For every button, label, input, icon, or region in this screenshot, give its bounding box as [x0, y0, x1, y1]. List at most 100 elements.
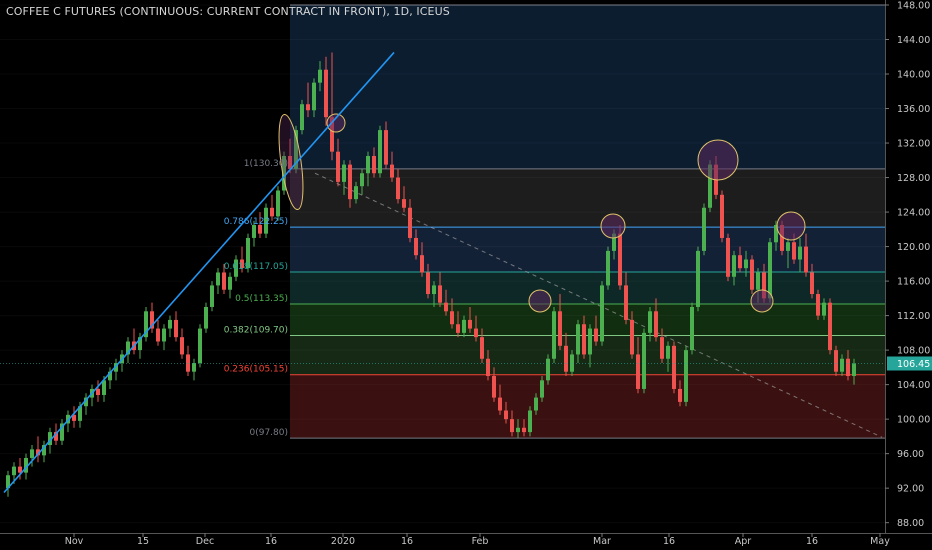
candle[interactable] — [540, 376, 544, 402]
candle[interactable] — [402, 186, 406, 213]
candle[interactable] — [528, 406, 532, 437]
candle[interactable] — [186, 345, 190, 377]
candle[interactable] — [276, 186, 280, 221]
candle[interactable] — [732, 250, 736, 286]
candle[interactable] — [390, 151, 394, 182]
candle[interactable] — [768, 237, 772, 303]
ascending-trend-line[interactable] — [3, 51, 395, 494]
candle[interactable] — [324, 56, 328, 126]
candle[interactable] — [342, 160, 346, 195]
candle[interactable] — [108, 367, 112, 389]
candle[interactable] — [696, 246, 700, 312]
candle[interactable] — [672, 341, 676, 394]
candle[interactable] — [444, 289, 448, 316]
candle[interactable] — [582, 315, 586, 359]
candle[interactable] — [306, 82, 310, 118]
candle[interactable] — [678, 380, 682, 407]
candle[interactable] — [18, 457, 22, 480]
candle[interactable] — [84, 393, 88, 415]
candle[interactable] — [810, 263, 814, 299]
candle[interactable] — [588, 324, 592, 368]
candle[interactable] — [420, 242, 424, 277]
candle[interactable] — [204, 302, 208, 333]
candle[interactable] — [60, 419, 64, 446]
candle[interactable] — [744, 250, 748, 277]
trend-line[interactable] — [3, 51, 395, 494]
candle[interactable] — [330, 52, 334, 161]
candle[interactable] — [174, 311, 178, 342]
candle[interactable] — [522, 419, 526, 437]
candle[interactable] — [354, 181, 358, 204]
candle[interactable] — [126, 337, 130, 364]
candle[interactable] — [666, 341, 670, 372]
candle[interactable] — [426, 263, 430, 299]
candle[interactable] — [432, 281, 436, 307]
candle[interactable] — [456, 311, 460, 338]
candle[interactable] — [288, 138, 292, 174]
candle[interactable] — [594, 315, 598, 346]
candle[interactable] — [384, 121, 388, 169]
candlestick-series[interactable] — [6, 52, 856, 497]
candle[interactable] — [300, 99, 304, 135]
candle[interactable] — [546, 354, 550, 385]
candle[interactable] — [642, 328, 646, 394]
candle[interactable] — [660, 328, 664, 364]
candle[interactable] — [378, 125, 382, 178]
candle[interactable] — [462, 315, 466, 338]
candle[interactable] — [852, 358, 856, 385]
candle[interactable] — [786, 237, 790, 269]
candle[interactable] — [654, 298, 658, 342]
candle[interactable] — [636, 337, 640, 394]
candle[interactable] — [474, 315, 478, 342]
candle[interactable] — [180, 328, 184, 359]
candle[interactable] — [648, 306, 652, 342]
candle[interactable] — [282, 151, 286, 195]
candle[interactable] — [264, 203, 268, 238]
candle[interactable] — [558, 294, 562, 351]
candle[interactable] — [192, 358, 196, 381]
candle[interactable] — [156, 319, 160, 346]
candle[interactable] — [318, 61, 322, 92]
candle[interactable] — [408, 199, 412, 243]
candle[interactable] — [600, 281, 604, 346]
candle[interactable] — [366, 151, 370, 187]
candle[interactable] — [624, 272, 628, 325]
candle[interactable] — [552, 306, 556, 364]
candle[interactable] — [690, 302, 694, 355]
candle[interactable] — [750, 255, 754, 295]
candle[interactable] — [498, 384, 502, 415]
candle[interactable] — [564, 332, 568, 377]
candle[interactable] — [510, 410, 514, 437]
candle[interactable] — [138, 332, 142, 359]
candle[interactable] — [348, 160, 352, 208]
candle[interactable] — [414, 229, 418, 260]
candle[interactable] — [834, 345, 838, 377]
candle[interactable] — [774, 220, 778, 251]
candle[interactable] — [222, 263, 226, 295]
candle[interactable] — [804, 233, 808, 277]
candle[interactable] — [336, 138, 340, 187]
candle[interactable] — [372, 147, 376, 178]
candle[interactable] — [738, 246, 742, 273]
candle[interactable] — [96, 380, 100, 402]
candle[interactable] — [450, 298, 454, 329]
candle[interactable] — [798, 237, 802, 273]
candle[interactable] — [684, 345, 688, 407]
candle[interactable] — [258, 212, 262, 238]
candle[interactable] — [240, 246, 244, 273]
candle[interactable] — [486, 350, 490, 381]
candle[interactable] — [828, 298, 832, 355]
candle[interactable] — [822, 298, 826, 320]
candle[interactable] — [168, 315, 172, 338]
candle[interactable] — [720, 190, 724, 243]
time-axis[interactable]: Nov 15 Dec 16 2020 16 Feb Mar 16 Apr 16 May — [0, 533, 932, 550]
candle[interactable] — [114, 358, 118, 381]
candle[interactable] — [150, 302, 154, 333]
candle[interactable] — [72, 406, 76, 428]
candle[interactable] — [480, 328, 484, 364]
candle[interactable] — [36, 436, 40, 463]
candle[interactable] — [726, 233, 730, 282]
candle[interactable] — [42, 440, 46, 463]
